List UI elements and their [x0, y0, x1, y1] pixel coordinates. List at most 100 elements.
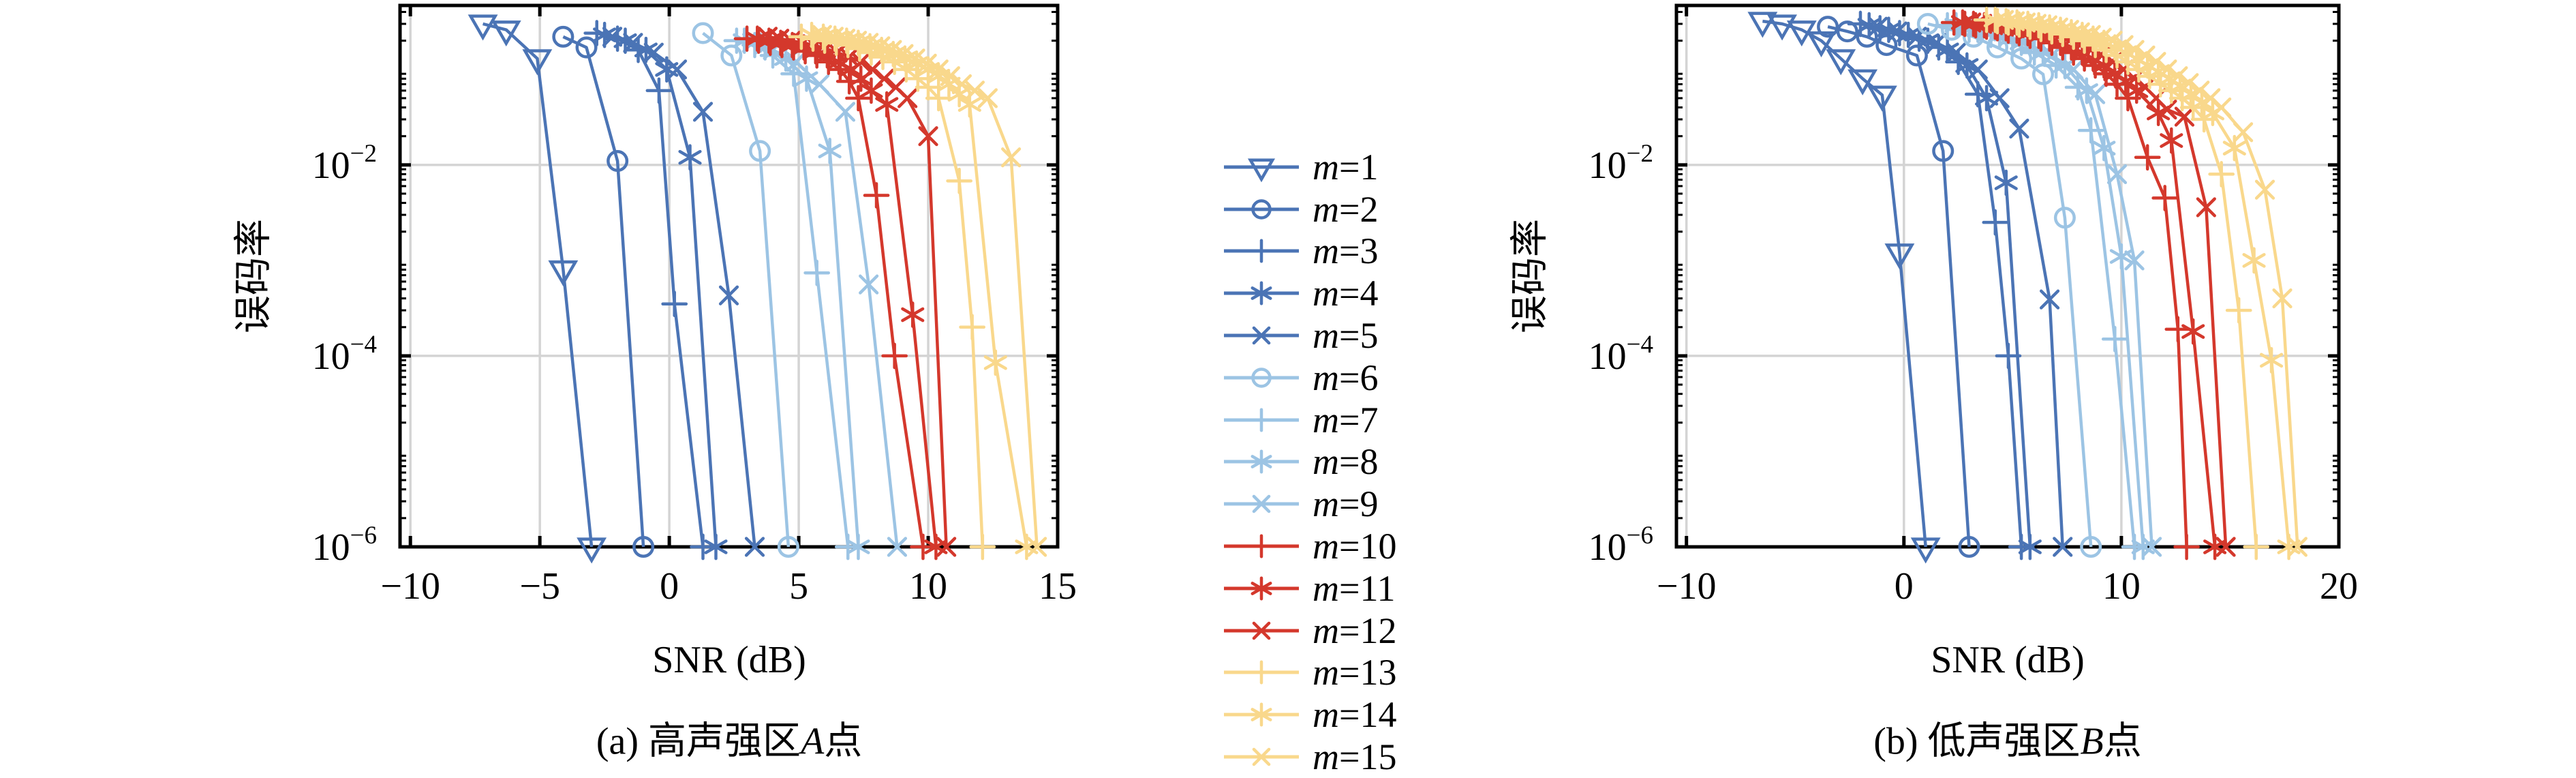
asterisk-marker-icon [593, 27, 617, 42]
x-marker-icon [2215, 537, 2236, 557]
x-marker-icon [1927, 33, 1947, 53]
series-point-m=1 [1910, 537, 1941, 564]
series-point-m=15 [870, 36, 891, 57]
panel-a-series-m=5 [602, 27, 765, 557]
panel-b-ylabel: 误码率 [1509, 219, 1552, 333]
series-point-m=15 [940, 66, 960, 87]
series-point-m=12 [898, 88, 918, 108]
series-line-m=2 [1827, 25, 1971, 548]
x-marker-icon [2085, 84, 2106, 104]
legend-item-m=1: m=1 [1223, 146, 1396, 188]
x-marker-icon [977, 88, 998, 108]
legend-swatch-m=9 [1224, 494, 1299, 513]
legend-swatch-m=14 [1224, 702, 1299, 727]
panel-b-y-tick-label-1e-6: 10−6 [1589, 522, 1653, 569]
circle-marker-icon [607, 150, 629, 173]
asterisk-marker-icon [1251, 576, 1272, 601]
legend-label-m=12: m=12 [1313, 612, 1396, 649]
series-line-m=2 [562, 35, 645, 548]
x-marker-icon [2053, 537, 2073, 557]
series-point-m=1 [491, 20, 521, 47]
x-marker-icon [887, 537, 908, 557]
circle-marker-icon [1836, 20, 1858, 43]
series-point-m=5 [2053, 537, 2073, 557]
legend-swatch-m=8 [1224, 449, 1299, 475]
series-point-m=5 [1967, 59, 1988, 80]
x-marker-icon [1252, 747, 1271, 766]
series-point-m=5 [1946, 42, 1966, 63]
x-marker-icon [1967, 59, 1988, 80]
asterisk-marker-icon [704, 539, 728, 554]
panel-b-ticks [1676, 5, 2341, 547]
circle-marker-icon [720, 44, 743, 67]
series-point-m=14 [983, 349, 1007, 376]
panel-b-axes-box [1674, 3, 2341, 549]
triangle-down-marker-icon [1247, 158, 1276, 183]
legend-label-value: =3 [1339, 230, 1379, 272]
series-point-m=5 [1867, 16, 1888, 37]
panel-a-x-tick-label-15: 15 [1039, 565, 1077, 608]
series-point-m=4 [678, 144, 702, 171]
asterisk-marker-icon [2160, 133, 2183, 148]
series-point-m=15 [2135, 45, 2156, 65]
x-marker-icon [898, 88, 918, 108]
series-point-m=10 [910, 533, 936, 560]
legend-label-m=4: m=4 [1313, 275, 1378, 312]
panel-b-caption-prefix: (b) 低声强区 [1873, 720, 2081, 763]
series-point-m=9 [2064, 59, 2084, 80]
series-point-m=15 [1001, 147, 1022, 168]
asterisk-marker-icon [1857, 18, 1881, 33]
panel-b-series-m=6 [1916, 12, 2102, 558]
asterisk-marker-icon [2092, 140, 2116, 155]
series-point-m=10 [2173, 533, 2200, 560]
legend-label-variable: m [1313, 357, 1339, 398]
legend-label-value: =15 [1339, 736, 1397, 778]
asterisk-marker-icon [1955, 58, 1979, 73]
x-marker-icon [2070, 22, 2090, 42]
x-marker-icon [850, 52, 871, 72]
x-marker-icon [744, 537, 765, 557]
panel-a-x-tick-label--5: −5 [519, 565, 560, 608]
panel-a-xlabel: SNR (dB) [652, 639, 806, 681]
legend-label-m=2: m=2 [1313, 191, 1378, 228]
series-point-m=15 [2233, 122, 2254, 143]
series-point-m=15 [2146, 52, 2166, 72]
legend-label-variable: m [1313, 188, 1339, 230]
panel-a-caption: (a) 高声强区A点 [596, 710, 862, 766]
series-point-m=3 [645, 77, 673, 104]
x-marker-icon [917, 53, 937, 74]
series-point-m=13 [959, 314, 985, 341]
circle-marker-icon [1251, 368, 1272, 388]
series-point-m=10 [2134, 144, 2161, 171]
x-marker-icon [2135, 45, 2156, 65]
asterisk-marker-icon [1251, 455, 1272, 469]
legend-item-m=4: m=4 [1223, 272, 1396, 314]
asterisk-marker-icon [2242, 253, 2266, 268]
legend-label-variable: m [1313, 526, 1339, 567]
series-point-m=4 [1974, 85, 1999, 112]
panel-a-series-m=6 [692, 22, 799, 558]
series-point-m=5 [643, 42, 664, 63]
legend-swatch-m=4 [1224, 281, 1299, 305]
x-marker-icon [1252, 326, 1271, 345]
legend-label-m=7: m=7 [1313, 402, 1378, 438]
x-marker-icon [2064, 59, 2084, 80]
panel-a-series-m=15 [812, 25, 1047, 557]
circle-marker-icon [632, 535, 655, 558]
asterisk-marker-icon [678, 149, 702, 165]
legend-label-value: =7 [1339, 399, 1379, 440]
series-point-m=9 [835, 102, 856, 122]
x-marker-icon [2233, 122, 2254, 143]
series-point-m=15 [905, 48, 925, 69]
x-marker-icon [1027, 537, 1047, 557]
circle-marker-icon [1958, 535, 1980, 558]
series-point-m=4 [704, 533, 728, 560]
legend-swatch-m=1 [1224, 158, 1299, 183]
series-point-m=2 [632, 535, 655, 558]
series-point-m=11 [2160, 127, 2183, 154]
x-marker-icon [2059, 20, 2079, 40]
triangle-down-marker-icon [1767, 14, 1798, 41]
panel-b [1674, 3, 2341, 564]
series-point-m=10 [845, 85, 872, 112]
